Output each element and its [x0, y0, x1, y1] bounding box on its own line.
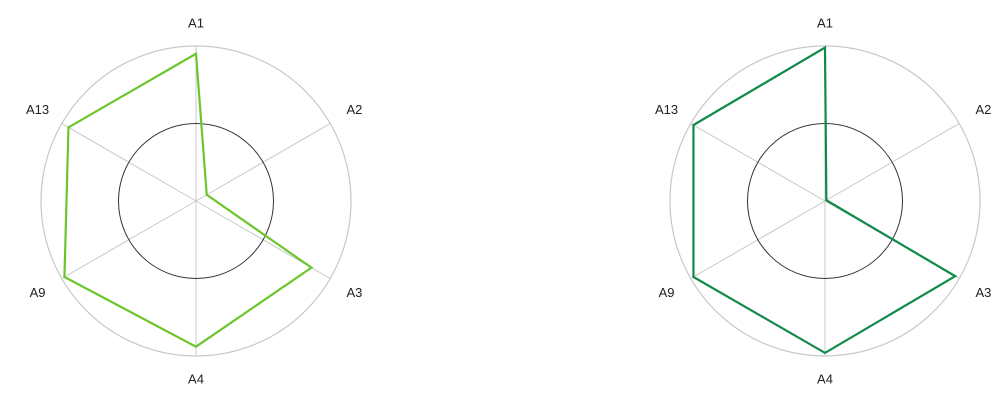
axis-label-a3: A3: [347, 285, 363, 300]
axis-label-a1: A1: [188, 16, 204, 31]
axis-label-a4: A4: [188, 372, 204, 387]
axis-label-a2: A2: [976, 102, 992, 117]
series-line-1: [692, 45, 958, 355]
axis-label-a9: A9: [30, 285, 46, 300]
series-line-1: [63, 51, 314, 348]
axis-label-a9: A9: [659, 285, 675, 300]
radar-chart-1: A1 A2 A3 A4 A9 A13: [26, 16, 362, 387]
axis-label-a1: A1: [817, 16, 833, 31]
axis-label-a13: A13: [655, 102, 678, 117]
radar-chart-2: A1 A2 A3 A4 A9 A13: [655, 16, 991, 387]
axis-label-a13: A13: [26, 102, 49, 117]
axis-label-a3: A3: [976, 285, 992, 300]
reference-circle: [118, 123, 274, 279]
axis-label-a4: A4: [817, 372, 833, 387]
axis-label-a2: A2: [347, 102, 363, 117]
